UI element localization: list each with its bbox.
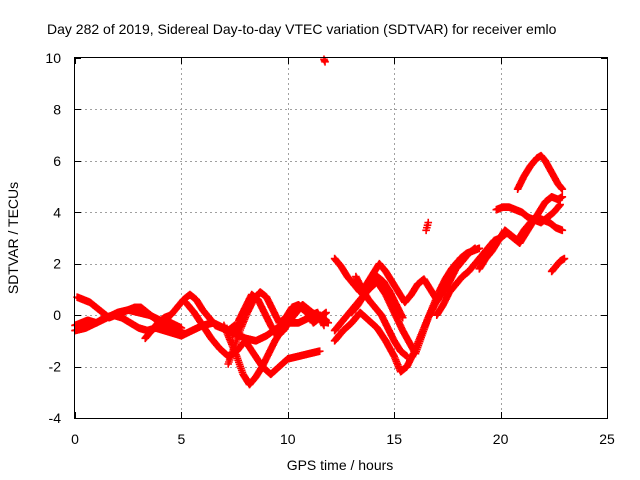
data-point (558, 226, 567, 235)
x-tick-label: 5 (178, 431, 186, 447)
x-tick-label: 10 (280, 431, 296, 447)
x-axis-ticks: 0 5 10 15 20 25 (71, 58, 615, 447)
data-point (398, 313, 407, 322)
series-track-t (547, 254, 569, 276)
data-point (558, 185, 567, 193)
data-point (321, 58, 329, 66)
data-point (475, 244, 484, 253)
data-point (403, 352, 411, 361)
x-tick-label: 20 (493, 431, 509, 447)
y-tick-label: 2 (53, 256, 61, 272)
chart-title: Day 282 of 2019, Sidereal Day-to-day VTE… (47, 21, 557, 37)
y-tick-label: -2 (49, 359, 62, 375)
series-outlier (320, 55, 329, 66)
data-marks (71, 55, 569, 389)
x-tick-label: 15 (386, 431, 402, 447)
series-track-n (347, 272, 407, 322)
data-point (454, 257, 462, 265)
series-track-o (422, 218, 433, 235)
data-point (315, 347, 324, 355)
y-axis-label: SDTVAR / TECUs (5, 182, 21, 294)
data-point (556, 200, 564, 209)
series-track-m (352, 272, 411, 361)
y-tick-label: 4 (53, 204, 61, 220)
data-point (322, 308, 330, 317)
data-point (424, 218, 433, 227)
series-track-r (492, 200, 564, 227)
data-point (560, 254, 569, 263)
y-tick-label: 6 (53, 153, 61, 169)
data-point (177, 324, 186, 332)
series-track-l (330, 257, 462, 376)
series-track-j (330, 244, 479, 307)
x-tick-label: 0 (71, 431, 79, 447)
data-point (320, 321, 328, 330)
series-track-s (513, 151, 567, 193)
y-tick-label: 8 (53, 101, 61, 117)
y-tick-label: 0 (53, 307, 61, 323)
x-tick-label: 25 (599, 431, 615, 447)
series-track-i (224, 288, 328, 368)
y-tick-label: 10 (45, 50, 61, 66)
y-axis-ticks: -4 -2 0 2 4 6 8 10 (45, 50, 607, 426)
plot-frame (74, 57, 608, 419)
x-axis-label: GPS time / hours (287, 457, 394, 473)
series-track-c (71, 306, 186, 335)
grid-lines (75, 58, 607, 418)
y-tick-label: -4 (49, 410, 62, 426)
data-point (558, 193, 567, 201)
